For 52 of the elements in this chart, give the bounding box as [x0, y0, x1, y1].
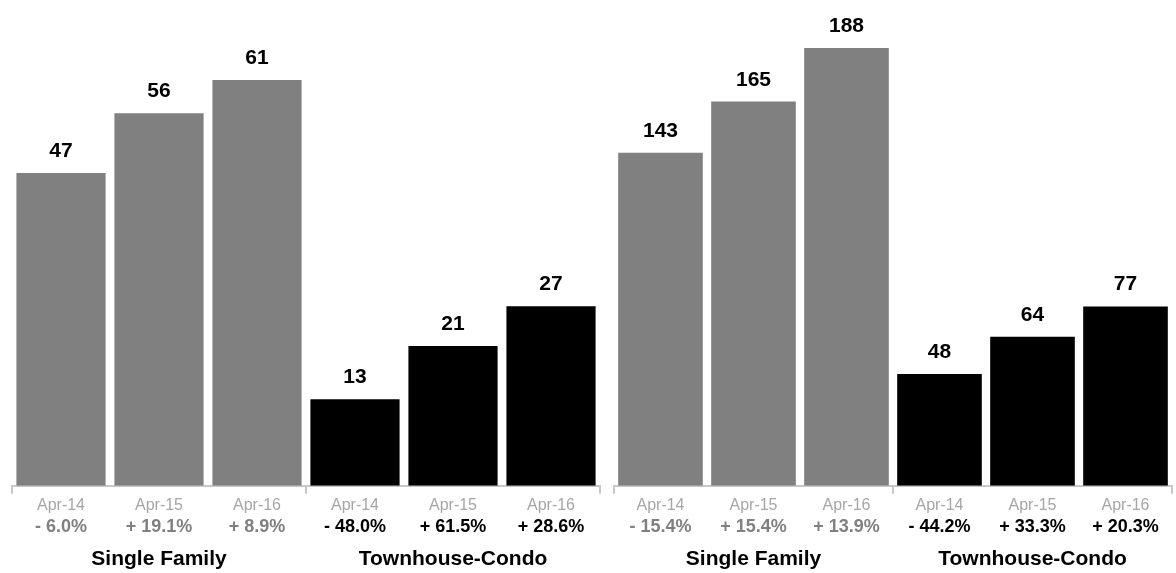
text: + 61.5% [419, 515, 487, 536]
bar [618, 152, 703, 486]
bar [711, 101, 796, 486]
text: + 33.3% [999, 515, 1066, 536]
text: + 13.9% [813, 515, 880, 536]
text: Townhouse-Condo [358, 545, 548, 569]
text: Single Family [91, 545, 228, 569]
data-label: 143 [642, 117, 679, 141]
bar [310, 399, 400, 486]
text: - 48.0% [323, 515, 387, 536]
x-tick-label: Apr-15 [134, 495, 184, 513]
data-label: 188 [828, 12, 865, 36]
x-tick-label: Apr-14 [36, 495, 86, 513]
x-tick-label: Apr-16 [822, 495, 871, 513]
bar [16, 173, 106, 486]
data-label: 77 [1113, 271, 1138, 295]
data-label: 27 [539, 271, 563, 295]
text: Townhouse-Condo [938, 545, 1127, 569]
bar [990, 336, 1075, 486]
data-label: 165 [735, 66, 772, 90]
text: + 15.4% [720, 515, 787, 536]
data-label: 47 [49, 138, 73, 162]
text: - 15.4% [629, 515, 692, 536]
text: - 6.0% [34, 515, 88, 536]
data-label: 64 [1020, 301, 1045, 325]
x-tick-label: Apr-16 [1101, 495, 1150, 513]
x-tick-label: Apr-14 [636, 495, 685, 513]
data-label: 21 [441, 311, 465, 335]
data-label: 56 [147, 78, 171, 102]
text: Single Family [685, 545, 822, 569]
x-tick-label: Apr-14 [330, 495, 380, 513]
text: + 20.3% [1092, 515, 1159, 536]
bar [506, 306, 596, 486]
bar [114, 113, 204, 486]
data-label: 61 [245, 44, 269, 68]
data-label: 13 [343, 364, 367, 388]
text: + 8.9% [228, 515, 286, 536]
x-tick-label: Apr-15 [729, 495, 778, 513]
bar [408, 346, 498, 486]
x-tick-label: Apr-15 [428, 495, 478, 513]
bar [897, 374, 982, 486]
text: + 28.6% [517, 515, 585, 536]
data-label: 48 [927, 339, 952, 363]
x-tick-label: Apr-16 [232, 495, 282, 513]
bar [804, 47, 889, 486]
text: + 19.1% [125, 515, 193, 536]
text: - 44.2% [908, 515, 971, 536]
bar [212, 79, 302, 486]
x-tick-label: Apr-14 [915, 495, 964, 513]
x-tick-label: Apr-15 [1008, 495, 1057, 513]
x-tick-label: Apr-16 [526, 495, 576, 513]
bar [1083, 306, 1168, 486]
